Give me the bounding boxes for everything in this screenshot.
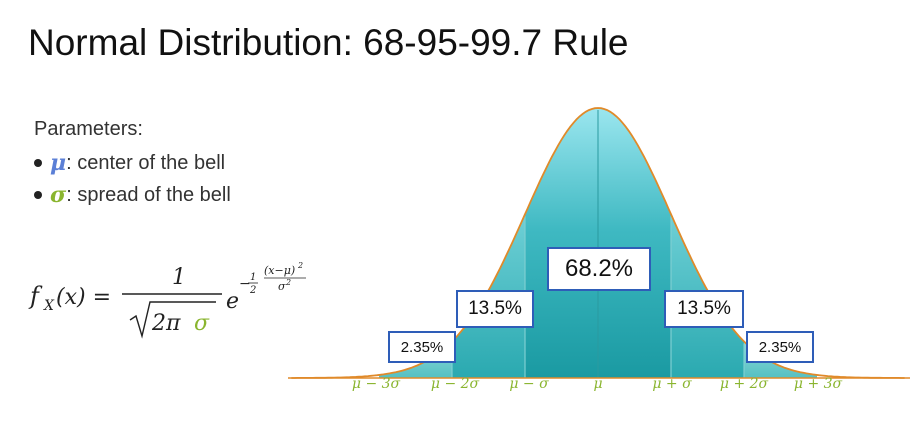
formula-exp-sign: − [239, 276, 251, 292]
formula-exp-half-den: 2 [249, 285, 256, 296]
tick-mu-plus-3sigma: μ + 3σ [793, 376, 843, 392]
formula-subscript: X [43, 298, 55, 314]
sigma-symbol: σ [50, 182, 67, 208]
bullet-icon [34, 191, 42, 199]
formula-exp-num-pow: 2 [297, 261, 303, 270]
formula-exp-den: σ [278, 280, 286, 293]
mu-description: : center of the bell [66, 151, 226, 174]
parameters-heading: Parameters: [34, 118, 143, 140]
label-center: 68.2% [547, 247, 651, 291]
formula-arg: (x) = [56, 285, 111, 310]
formula-exp-num: (x−μ) [264, 264, 295, 277]
region-left-3sigma [379, 341, 452, 378]
tick-mu-plus-sigma: μ + σ [652, 376, 692, 392]
label-right-3sigma: 2.35% [746, 331, 814, 363]
label-left-2sigma: 13.5% [456, 290, 534, 328]
tick-mu-minus-2sigma: μ − 2σ [430, 376, 480, 392]
tick-mu-minus-3sigma: μ − 3σ [351, 376, 401, 392]
formula-base: e [226, 289, 239, 314]
parameter-sigma: σ : spread of the bell [34, 179, 231, 211]
bullet-icon [34, 159, 42, 167]
mu-symbol: μ [50, 150, 67, 176]
region-right-3sigma [744, 341, 817, 378]
formula-denominator: 2π [151, 311, 181, 336]
sqrt-icon [129, 301, 216, 339]
parameters-list: Parameters: μ : center of the bell σ : s… [34, 118, 231, 211]
formula-exp-half-num: 1 [250, 272, 256, 283]
label-right-2sigma: 13.5% [664, 290, 744, 328]
sigma-description: : spread of the bell [66, 183, 231, 206]
formula-sigma: σ [194, 311, 210, 336]
bell-curve-line [291, 107, 905, 379]
label-left-3sigma: 2.35% [388, 331, 456, 363]
tick-mu-plus-2sigma: μ + 2σ [719, 376, 769, 392]
parameter-mu: μ : center of the bell [34, 147, 231, 179]
page-title: Normal Distribution: 68-95-99.7 Rule [28, 22, 629, 63]
pdf-formula: f X (x) = 1 2π σ e − 1 2 (x−μ) 2 σ 2 [28, 261, 306, 339]
formula-exp-den-pow: 2 [285, 278, 291, 287]
tick-mu-minus-sigma: μ − σ [509, 376, 549, 392]
tick-mu: μ [593, 376, 603, 392]
formula-numerator: 1 [172, 265, 186, 290]
